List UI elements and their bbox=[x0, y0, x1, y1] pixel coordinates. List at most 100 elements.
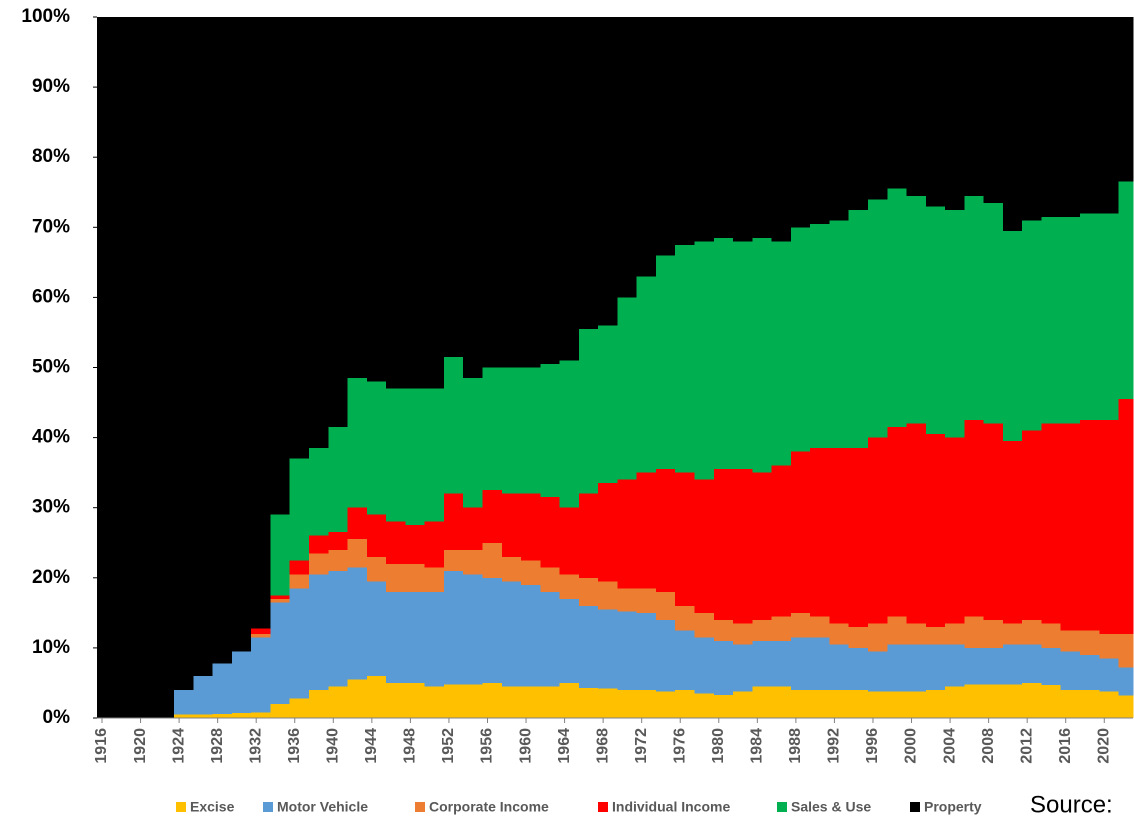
area-segment bbox=[1118, 399, 1134, 634]
area-segment bbox=[1002, 684, 1023, 718]
area-segment bbox=[964, 195, 985, 421]
area-segment bbox=[1060, 216, 1081, 424]
area-segment bbox=[771, 17, 792, 242]
area-segment bbox=[328, 570, 349, 687]
area-segment bbox=[733, 17, 753, 242]
area-segment bbox=[270, 703, 291, 718]
area-segment bbox=[116, 17, 137, 718]
area-segment bbox=[521, 17, 541, 368]
area-segment bbox=[1060, 630, 1081, 652]
area-segment bbox=[443, 356, 464, 494]
area-segment bbox=[1002, 644, 1023, 685]
area-segment bbox=[675, 689, 696, 718]
area-segment bbox=[733, 241, 753, 470]
area-segment bbox=[771, 640, 792, 687]
x-tick-label: 1972 bbox=[633, 728, 650, 764]
area-segment bbox=[675, 17, 696, 245]
area-segment bbox=[598, 483, 618, 582]
area-segment bbox=[810, 689, 830, 718]
area-segment bbox=[270, 595, 291, 599]
area-segment bbox=[366, 581, 387, 676]
area-segment bbox=[790, 689, 811, 718]
area-segment bbox=[540, 686, 561, 718]
area-segment bbox=[270, 602, 291, 704]
area-segment bbox=[636, 17, 657, 277]
area-segment bbox=[925, 17, 946, 207]
area-segment bbox=[231, 713, 252, 718]
area-segment bbox=[925, 626, 946, 645]
x-tick-label: 1956 bbox=[479, 728, 496, 764]
area-segment bbox=[405, 591, 426, 683]
area-segment bbox=[810, 223, 830, 449]
area-segment bbox=[309, 448, 329, 536]
area-segment bbox=[1041, 623, 1062, 648]
area-segment bbox=[405, 17, 426, 389]
area-segment bbox=[810, 448, 830, 617]
area-segment bbox=[251, 17, 271, 629]
area-segment bbox=[867, 651, 888, 692]
area-segment bbox=[212, 663, 233, 714]
x-tick-label: 2004 bbox=[941, 728, 958, 764]
area-segment bbox=[887, 644, 908, 692]
area-segment bbox=[713, 640, 734, 695]
legend-label: Sales & Use bbox=[791, 799, 871, 815]
area-segment bbox=[328, 686, 349, 718]
area-segment bbox=[501, 581, 522, 687]
area-segment bbox=[1041, 423, 1062, 624]
area-segment bbox=[366, 675, 387, 718]
area-segment bbox=[193, 17, 214, 676]
area-segment bbox=[501, 686, 522, 718]
area-segment bbox=[97, 17, 117, 718]
x-tick-label: 1940 bbox=[325, 728, 342, 764]
x-tick-label: 1988 bbox=[787, 728, 804, 764]
area-segment bbox=[309, 574, 329, 690]
area-segment bbox=[540, 591, 561, 687]
x-tick-label: 2016 bbox=[1057, 728, 1074, 764]
area-segment bbox=[251, 712, 271, 718]
x-tick-label: 1920 bbox=[132, 728, 149, 764]
area-segment bbox=[443, 493, 464, 550]
area-segment bbox=[309, 689, 329, 718]
area-segment bbox=[964, 616, 985, 648]
area-segment bbox=[713, 237, 734, 470]
x-tick-label: 1976 bbox=[671, 728, 688, 764]
area-segment bbox=[559, 17, 580, 361]
area-segment bbox=[810, 616, 830, 638]
area-segment bbox=[598, 581, 618, 610]
area-segment bbox=[386, 17, 406, 389]
area-segment bbox=[521, 584, 541, 687]
area-segment bbox=[906, 423, 927, 624]
area-segment bbox=[501, 17, 522, 368]
area-segment bbox=[752, 686, 773, 718]
area-segment bbox=[1002, 230, 1023, 442]
area-segment bbox=[1079, 630, 1100, 655]
area-segment bbox=[617, 689, 638, 718]
area-segment bbox=[559, 682, 580, 718]
area-segment bbox=[328, 17, 349, 428]
area-segment bbox=[309, 553, 329, 575]
area-segment bbox=[463, 17, 483, 379]
area-segment bbox=[386, 682, 406, 718]
legend-swatch bbox=[777, 802, 787, 812]
area-segment bbox=[906, 644, 927, 692]
area-segment bbox=[386, 563, 406, 592]
area-segment bbox=[906, 195, 927, 424]
area-segment bbox=[1099, 691, 1120, 718]
area-segment bbox=[887, 188, 908, 428]
area-segment bbox=[771, 686, 792, 718]
x-tick-label: 1996 bbox=[864, 728, 881, 764]
area-segment bbox=[289, 698, 310, 718]
area-segment bbox=[386, 388, 406, 522]
area-segment bbox=[694, 17, 715, 242]
area-segment bbox=[655, 591, 676, 620]
area-segment bbox=[983, 423, 1004, 620]
area-segment bbox=[829, 17, 850, 221]
area-segment bbox=[270, 17, 291, 515]
area-segment bbox=[463, 507, 483, 550]
x-tick-label: 1924 bbox=[170, 728, 187, 764]
area-segment bbox=[1022, 682, 1042, 718]
area-segment bbox=[540, 497, 561, 568]
area-segment bbox=[270, 514, 291, 596]
x-tick-label: 1944 bbox=[363, 728, 380, 764]
